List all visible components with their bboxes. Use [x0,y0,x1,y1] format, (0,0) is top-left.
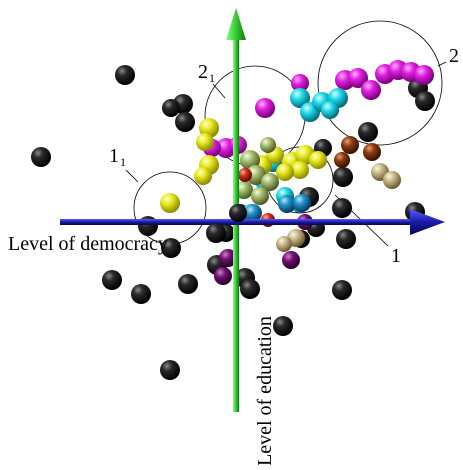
cluster-2-label: 2 [449,45,459,67]
tan-sphere [383,171,401,189]
blue-sphere [244,204,262,222]
x-axis-label: Level of democracy [8,233,168,255]
cyan-sphere [290,88,310,108]
yellow-sphere [291,161,309,179]
yellow-sphere [160,193,180,213]
cluster-1-label: 1 [391,245,401,267]
magenta-sphere [291,74,309,92]
leader-line-2-sub [212,83,226,99]
black-sphere [336,229,356,249]
y-axis-label: Level of education [254,316,276,465]
blue-sphere [278,195,296,213]
yellow-sphere [194,167,212,185]
black-sphere [206,223,226,243]
cluster-1-sub-index: 1 [120,155,126,169]
x-axis-shaft [60,219,414,225]
black-sphere [240,279,260,299]
cluster-2-sub-number: 2 [198,61,208,83]
olive-sphere [246,165,266,185]
spheres-front [206,204,247,243]
olive-sphere [240,150,260,170]
black-sphere [115,65,135,85]
y-axis-arrowhead [226,8,246,40]
black-sphere [160,360,180,380]
magenta-sphere [361,80,381,100]
leader-line-1-sub [125,169,139,183]
brown-sphere [363,143,381,161]
yellow-sphere [196,133,214,151]
black-sphere [332,280,352,300]
black-sphere [415,91,435,111]
cluster-2-sub-label: 2 1 [198,61,215,85]
x-axis-arrowhead [410,209,445,235]
yellow-sphere [276,163,294,181]
black-sphere [229,204,247,222]
purple-sphere [282,251,300,269]
red-sphere [238,168,252,182]
black-sphere [175,112,195,132]
x-axis [60,209,445,235]
black-sphere [102,270,122,290]
magenta-sphere [414,65,434,85]
olive-sphere [260,137,276,153]
olive-sphere [261,173,279,191]
yellow-sphere [309,151,327,169]
black-sphere [131,284,151,304]
leader-line-2 [437,61,447,67]
yellow-sphere [199,118,219,138]
black-sphere [333,167,353,187]
olive-sphere [235,181,253,199]
black-sphere [332,198,352,218]
black-sphere [31,147,51,167]
brown-sphere [334,152,350,168]
black-sphere [358,122,378,142]
magenta-sphere [255,98,275,118]
olive-sphere [251,187,269,205]
cluster-1-sub-number: 1 [109,145,119,167]
black-sphere [161,238,181,258]
purple-sphere [219,249,237,267]
magenta-sphere [348,68,368,88]
blue-sphere [293,194,311,212]
black-sphere [273,316,293,336]
black-sphere [162,99,180,117]
black-sphere [178,274,198,294]
brown-sphere [341,136,359,154]
cluster-2-outline [317,20,443,146]
tan-sphere [276,236,292,252]
cluster-1-sub-label: 1 1 [109,145,126,169]
cyan-sphere [321,101,339,119]
purple-sphere [214,267,232,285]
cluster-2-sub-index: 1 [209,71,215,85]
